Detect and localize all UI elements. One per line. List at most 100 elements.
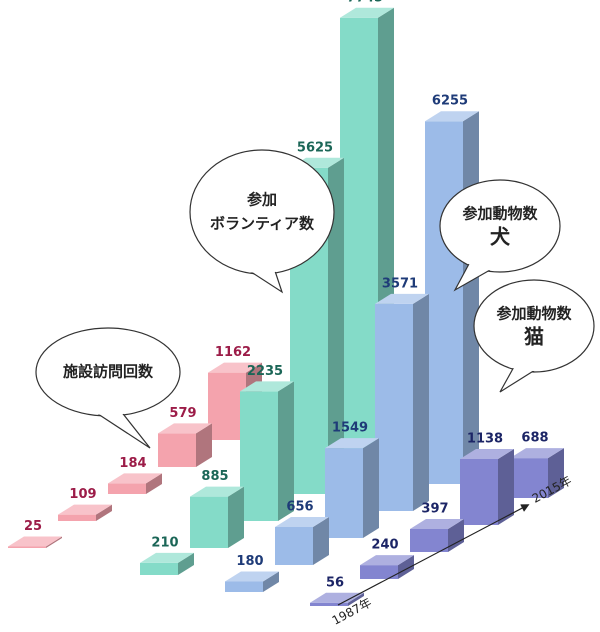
time-arrow — [337, 504, 530, 606]
bar-side — [146, 473, 162, 494]
bar-side — [278, 381, 294, 521]
bar — [410, 528, 448, 552]
bar-3d: 1549 — [325, 421, 379, 538]
bar-3d: 885 — [190, 469, 244, 548]
legend-label: ボランティア数 — [210, 215, 315, 233]
bar-side — [313, 516, 329, 565]
bar — [460, 458, 498, 525]
data-label: 579 — [169, 406, 196, 421]
bar-top — [460, 448, 514, 459]
bar-side — [363, 438, 379, 538]
data-label: 5625 — [297, 140, 333, 155]
bar-3d: 184 — [108, 456, 162, 494]
data-label: 1138 — [467, 431, 503, 446]
bar — [158, 433, 196, 467]
bar — [360, 565, 398, 579]
bar-3d: 6255 — [425, 94, 479, 485]
legend-label: 施設訪問回数 — [63, 363, 154, 381]
bar-top — [410, 518, 464, 529]
bar-3d: 397 — [410, 501, 464, 552]
bar-side — [263, 571, 279, 592]
data-label: 2235 — [247, 364, 283, 379]
bar-top — [208, 362, 262, 373]
bar — [140, 562, 178, 575]
bar — [108, 483, 146, 494]
data-label: 240 — [371, 538, 398, 553]
legend-label: 参加 — [247, 191, 277, 209]
bar-top — [425, 111, 479, 122]
data-label: 1162 — [215, 345, 251, 360]
bar-3d: 25 — [8, 519, 62, 548]
bar-3d: 656 — [275, 499, 329, 565]
data-label: 7745 — [347, 0, 383, 5]
data-label: 180 — [236, 554, 263, 569]
bar-top — [158, 423, 212, 434]
bar-top — [375, 293, 429, 304]
bar-side — [498, 448, 514, 525]
bar-top — [225, 571, 279, 582]
bar-3d: 210 — [140, 535, 194, 575]
data-label: 3571 — [382, 276, 418, 291]
data-label: 885 — [201, 469, 228, 484]
bar-top — [240, 381, 294, 392]
bar-side — [448, 518, 464, 552]
data-label: 109 — [69, 487, 96, 502]
bar-top — [310, 592, 364, 603]
bar-top — [325, 438, 379, 449]
bar-top — [190, 486, 244, 497]
callout-tail — [499, 364, 536, 393]
bars: 1162 579 184 109 25 7745 5625 2235 885 210 6255 357… — [8, 0, 564, 606]
bar-side — [328, 157, 344, 494]
callout-cover — [37, 329, 179, 415]
bar-3d: 180 — [225, 554, 279, 592]
callout-tail — [94, 409, 151, 449]
data-label: 1549 — [332, 421, 368, 436]
bar-side — [228, 486, 244, 548]
bar-3d: 240 — [360, 538, 414, 579]
bar — [510, 458, 548, 498]
bar-top — [140, 552, 194, 563]
bar-3d: 688 — [510, 431, 564, 498]
bar-side — [463, 111, 479, 485]
bar-top — [108, 473, 162, 484]
bar-side — [96, 504, 112, 521]
bar-top — [340, 7, 394, 18]
legend-label: 猫 — [524, 325, 544, 349]
bar-side — [413, 293, 429, 511]
data-label: 210 — [151, 535, 178, 550]
bar-3d: 3571 — [375, 276, 429, 511]
data-label: 6255 — [432, 94, 468, 109]
legend-label: 犬 — [490, 225, 511, 249]
bar — [275, 526, 313, 565]
bar-side — [398, 555, 414, 579]
bar-top — [275, 516, 329, 527]
data-label: 688 — [521, 431, 548, 446]
bar — [190, 496, 228, 548]
legend-label: 参加動物数 — [496, 305, 572, 323]
legend-label: 参加動物数 — [462, 205, 538, 223]
data-label: 656 — [286, 499, 313, 514]
bar — [225, 581, 263, 592]
callout-cover — [191, 151, 333, 273]
bar-side — [178, 552, 194, 575]
bar — [208, 372, 246, 440]
legend-item: 施設訪問回数 — [35, 327, 181, 449]
bar — [340, 17, 378, 467]
data-label: 397 — [421, 501, 448, 516]
bar-side — [196, 423, 212, 467]
bar-3d: 579 — [158, 406, 212, 467]
bar — [425, 121, 463, 485]
bar — [375, 303, 413, 511]
bar-top — [360, 555, 414, 566]
bar — [325, 448, 363, 538]
bar — [240, 391, 278, 521]
bar-side — [548, 448, 564, 498]
bar — [8, 546, 46, 548]
bar — [58, 514, 96, 521]
bar-3d: 1138 — [460, 431, 514, 525]
